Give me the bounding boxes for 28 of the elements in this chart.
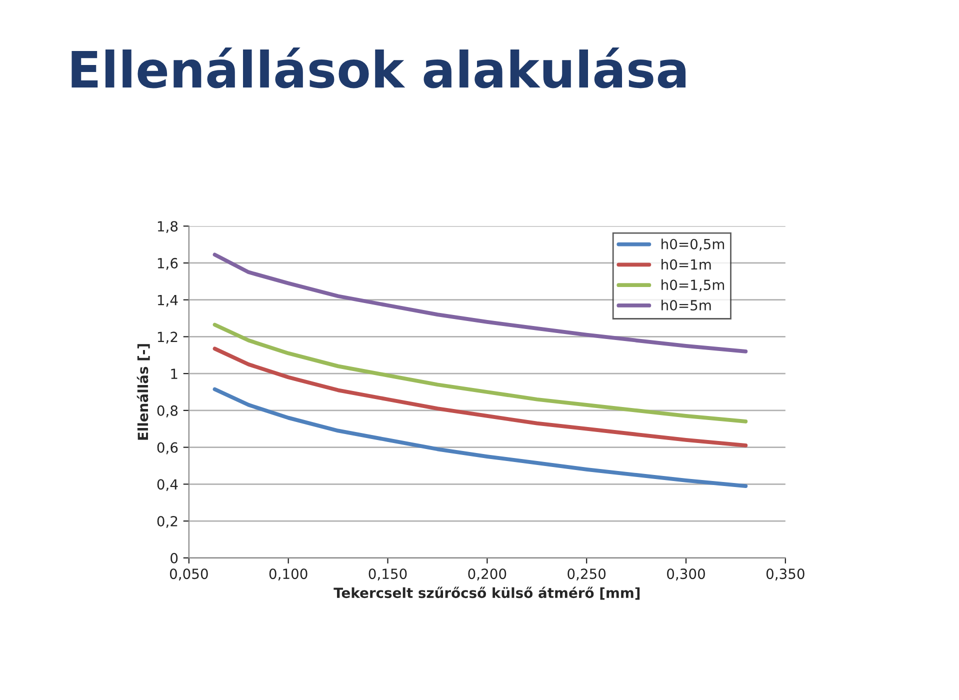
x-tick-label: 0,150 xyxy=(368,568,407,580)
x-tick-label: 0,050 xyxy=(170,568,208,580)
legend-label: h0=1m xyxy=(662,258,711,270)
line-series xyxy=(212,387,748,488)
y-tick-label: 0 xyxy=(170,552,178,564)
y-tick-label: 0,2 xyxy=(157,516,178,528)
line-series xyxy=(212,252,748,354)
x-tick-label: 0,250 xyxy=(568,568,606,580)
y-tick-label: 1,4 xyxy=(158,294,178,307)
y-tick-label: 0,4 xyxy=(157,479,178,492)
y-tick-label: 0,8 xyxy=(157,405,178,418)
y-tick-label: 1,8 xyxy=(158,221,178,233)
y-tick-label: 1,6 xyxy=(158,258,178,270)
legend-label: h0=5m xyxy=(662,300,711,311)
x-tick-label: 0,300 xyxy=(667,568,705,580)
y-axis-title: Ellenállás [-] xyxy=(136,344,150,440)
x-tick-label: 0,200 xyxy=(468,568,506,580)
line-series xyxy=(212,322,748,424)
legend-label: h0=1,5m xyxy=(662,279,724,292)
x-axis-title: Tekercselt szűrőcső külső átmérő [mm] xyxy=(334,586,640,600)
y-tick-label: 1,2 xyxy=(158,332,178,344)
x-tick-label: 0,100 xyxy=(269,568,308,580)
chart-title: Ellenállások alakulása xyxy=(72,48,686,88)
legend-label: h0=0,5m xyxy=(662,238,724,251)
y-tick-label: 1 xyxy=(171,368,178,379)
y-tick-label: 0,6 xyxy=(157,442,178,454)
line-series xyxy=(212,346,748,448)
x-tick-label: 0,350 xyxy=(766,568,804,580)
